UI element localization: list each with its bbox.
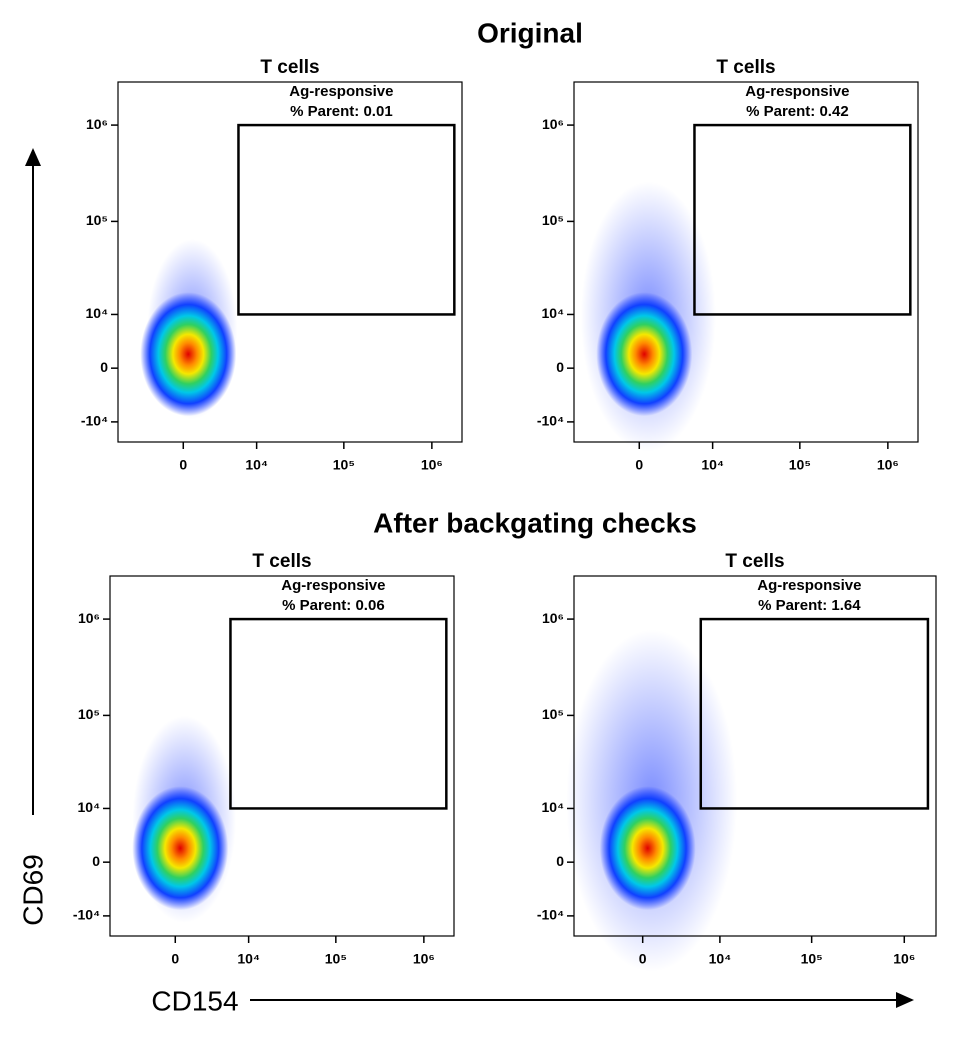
gate-stat-value: 1.64 [831, 597, 861, 614]
y-tick-label: 10⁶ [542, 610, 564, 626]
y-tick-label: 10⁶ [86, 116, 108, 132]
y-tick-label: 10⁴ [542, 305, 565, 321]
x-tick-label: 10⁵ [789, 457, 811, 473]
gate-stat: % Parent: 0.01 [290, 103, 393, 120]
plot: T cells Ag-responsive % Parent: 0.01 -10⁴ 0 1… [81, 57, 463, 473]
x-tick-label: 10⁵ [333, 457, 355, 473]
plot-title: T cells [716, 57, 775, 78]
x-tick-label: 10⁴ [701, 457, 724, 473]
y-tick-label: 10⁵ [86, 212, 108, 228]
plot-frame [109, 575, 455, 937]
y-tick-label: 10⁴ [86, 305, 109, 321]
plot: T cells Ag-responsive % Parent: 0.42 -10⁴ 0 1… [537, 57, 919, 473]
y-tick-label: 10⁴ [78, 799, 101, 815]
y-tick-label: -10⁴ [73, 907, 100, 923]
y-tick-label: 0 [92, 853, 100, 869]
density-cloud [132, 786, 229, 911]
density-cloud [596, 292, 693, 417]
y-tick-label: 0 [556, 359, 564, 375]
gate-stat-value: 0.42 [819, 103, 848, 120]
x-tick-label: 10⁵ [325, 951, 347, 967]
gate-stat: % Parent: 0.06 [282, 597, 385, 614]
y-tick-label: -10⁴ [537, 413, 564, 429]
gate-name: Ag-responsive [289, 83, 393, 100]
y-tick-label: 10⁶ [78, 610, 100, 626]
x-tick-label: 10⁶ [413, 951, 435, 967]
x-axis-label: CD154 [151, 985, 238, 1016]
plot-title: T cells [725, 551, 784, 572]
gate-stat-label: % Parent: [290, 103, 359, 120]
plot-frame [573, 575, 937, 937]
plot-title: T cells [260, 57, 319, 78]
gate-stat-value: 0.06 [355, 597, 384, 614]
gate [693, 123, 912, 316]
plot-title: T cells [252, 551, 311, 572]
gate-stat-label: % Parent: [282, 597, 351, 614]
y-axis-label: CD69 [17, 854, 48, 926]
x-tick-label: 0 [639, 951, 647, 967]
y-tick-label: -10⁴ [537, 907, 564, 923]
y-tick-label: 10⁶ [542, 116, 564, 132]
y-tick-label: 10⁵ [542, 706, 564, 722]
gate-name: Ag-responsive [757, 577, 861, 594]
bottom-title: After backgating checks [373, 507, 697, 538]
plot: T cells Ag-responsive % Parent: 0.06 -10⁴ 0 1… [73, 551, 455, 967]
gate-stat-label: % Parent: [758, 597, 827, 614]
x-tick-label: 10⁶ [893, 951, 915, 967]
y-tick-label: 10⁵ [542, 212, 564, 228]
plot: T cells Ag-responsive % Parent: 1.64 -10⁴ 0 1… [537, 551, 937, 972]
y-tick-label: 0 [556, 853, 564, 869]
y-tick-label: 10⁵ [78, 706, 100, 722]
x-tick-label: 0 [179, 457, 187, 473]
gate-name: Ag-responsive [281, 577, 385, 594]
plot-frame [117, 81, 463, 443]
gate-stat-label: % Parent: [746, 103, 815, 120]
gate [699, 617, 930, 810]
x-tick-label: 0 [171, 951, 179, 967]
x-tick-label: 10⁴ [237, 951, 260, 967]
x-tick-label: 0 [635, 457, 643, 473]
y-tick-label: 10⁴ [542, 799, 565, 815]
gate-name: Ag-responsive [745, 83, 849, 100]
gate-stat: % Parent: 0.42 [746, 103, 849, 120]
gate [229, 617, 448, 810]
gate-stat: % Parent: 1.64 [758, 597, 861, 614]
top-title: Original [477, 17, 583, 48]
x-tick-label: 10⁴ [245, 457, 268, 473]
y-tick-label: -10⁴ [81, 413, 108, 429]
density-cloud [140, 292, 237, 417]
plot-frame [573, 81, 919, 443]
gate [237, 123, 456, 316]
x-tick-label: 10⁶ [421, 457, 443, 473]
gate-stat-value: 0.01 [363, 103, 392, 120]
x-tick-label: 10⁵ [801, 951, 823, 967]
y-tick-label: 0 [100, 359, 108, 375]
density-cloud [599, 786, 696, 911]
x-tick-label: 10⁶ [877, 457, 899, 473]
x-tick-label: 10⁴ [709, 951, 732, 967]
